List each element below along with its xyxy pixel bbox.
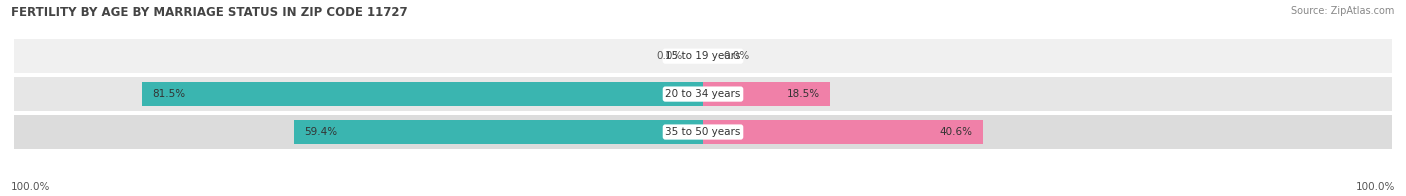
Text: FERTILITY BY AGE BY MARRIAGE STATUS IN ZIP CODE 11727: FERTILITY BY AGE BY MARRIAGE STATUS IN Z… xyxy=(11,6,408,19)
Text: 18.5%: 18.5% xyxy=(787,89,820,99)
Text: 40.6%: 40.6% xyxy=(939,127,973,137)
Bar xyxy=(14,77,1392,111)
Bar xyxy=(14,115,1392,149)
Text: 81.5%: 81.5% xyxy=(152,89,186,99)
Bar xyxy=(14,39,1392,73)
Text: 35 to 50 years: 35 to 50 years xyxy=(665,127,741,137)
Text: 0.0%: 0.0% xyxy=(724,51,749,61)
Bar xyxy=(703,120,983,144)
Text: Source: ZipAtlas.com: Source: ZipAtlas.com xyxy=(1291,6,1395,16)
Text: 15 to 19 years: 15 to 19 years xyxy=(665,51,741,61)
Bar xyxy=(294,120,703,144)
Text: 0.0%: 0.0% xyxy=(657,51,682,61)
Bar xyxy=(142,82,703,106)
Text: 20 to 34 years: 20 to 34 years xyxy=(665,89,741,99)
Text: 100.0%: 100.0% xyxy=(11,182,51,192)
Text: 59.4%: 59.4% xyxy=(304,127,337,137)
Bar xyxy=(703,82,831,106)
Legend: Married, Unmarried: Married, Unmarried xyxy=(636,195,770,196)
Text: 100.0%: 100.0% xyxy=(1355,182,1395,192)
